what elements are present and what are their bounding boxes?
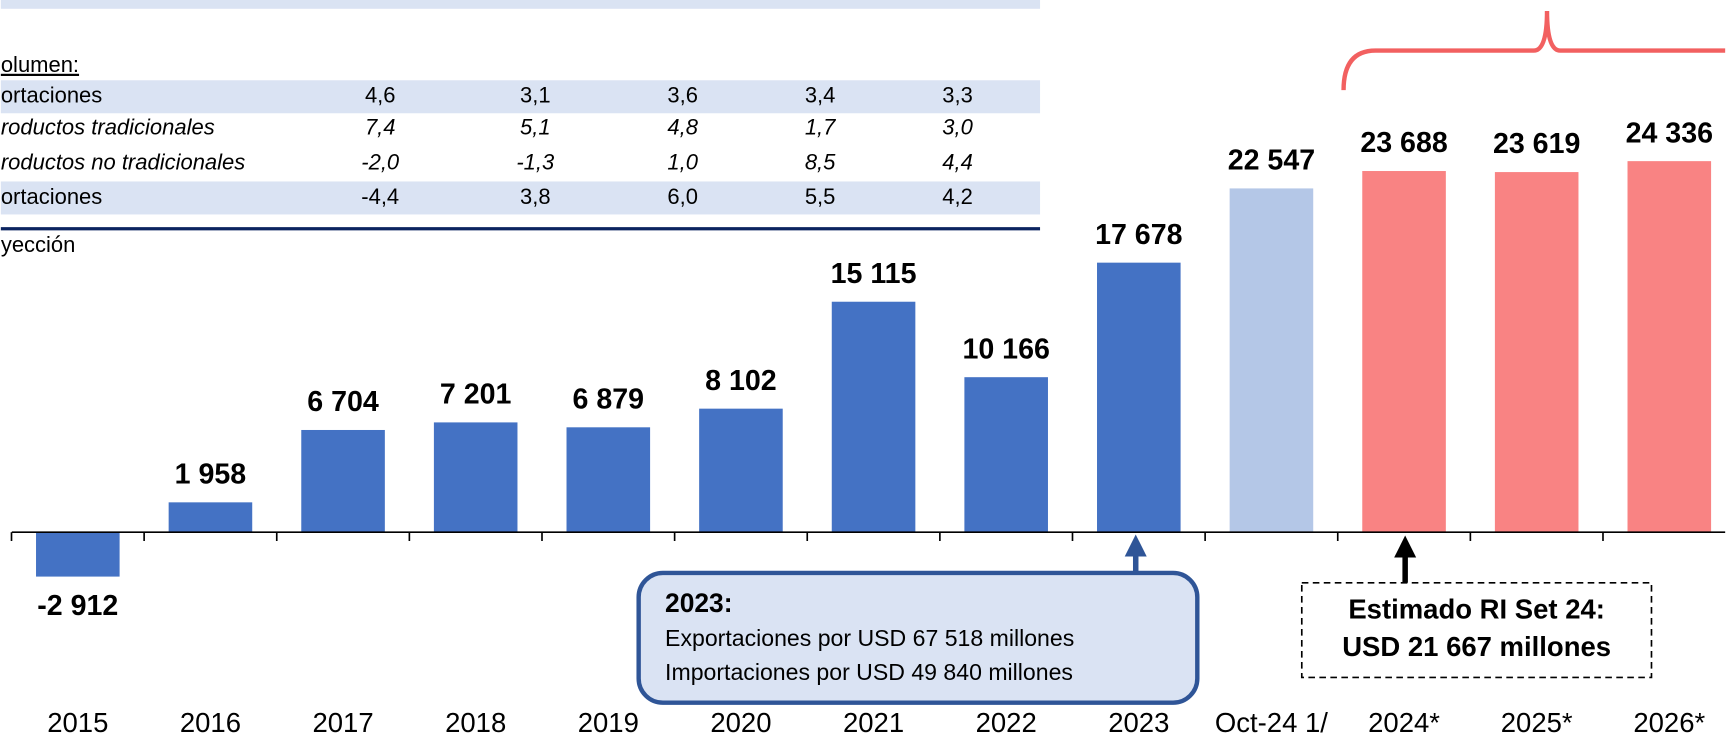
table-cell: 7,4: [365, 114, 396, 139]
annotation-text: Exportaciones por USD 67 518 millones: [665, 625, 1074, 651]
table-cell: 3,4: [805, 83, 836, 108]
x-tick-label: 2025*: [1501, 707, 1573, 738]
estimate-text: Estimado RI Set 24:: [1348, 594, 1605, 625]
value-label: -2 912: [37, 590, 118, 622]
value-label: 1 958: [175, 458, 247, 490]
bar: [168, 502, 253, 533]
arrow-head: [1394, 535, 1417, 558]
table-cell: 3,1: [520, 83, 551, 108]
table-cell: 3,3: [942, 83, 973, 108]
plot: -2 912 2015 1 958 2016 6 704 2017 7 201 2018 6 8…: [10, 117, 1726, 738]
value-label: 15 115: [831, 258, 917, 290]
value-label: 8 102: [705, 365, 777, 397]
bar: [699, 408, 783, 533]
table-cell: -4,4: [361, 184, 399, 209]
arrow-head: [1124, 534, 1147, 557]
bar: [831, 301, 916, 533]
estimate-text: USD 21 667 millones: [1342, 631, 1611, 662]
table-row-label: roductos tradicionales: [1, 114, 215, 139]
table: ortaciones 4,6 3,1 3,6 3,4 3,3 roductos tradic…: [0, 80, 1041, 215]
table-cell: 5,1: [520, 114, 551, 139]
bar: [964, 377, 1048, 533]
brace: [1341, 10, 1726, 91]
bar: [1229, 188, 1314, 533]
table-cell: -2,0: [361, 150, 400, 175]
table-cell: 1,0: [667, 150, 698, 175]
table-cell: 4,4: [942, 150, 973, 175]
value-label: 17 678: [1095, 219, 1183, 251]
table-row-band: [0, 0, 1041, 9]
value-label: 23 619: [1493, 128, 1580, 160]
annotation-title: 2023:: [665, 588, 732, 618]
x-tick-label: 2019: [578, 707, 639, 738]
table-cell: -1,3: [516, 150, 555, 175]
bar: [36, 532, 120, 577]
x-tick-label: 2020: [710, 707, 771, 738]
x-tick-label: 2021: [843, 707, 904, 738]
bar: [433, 422, 518, 533]
x-tick-label: 2015: [47, 707, 108, 738]
value-label: 6 879: [573, 383, 645, 415]
bar: [1097, 262, 1181, 533]
value-label: 6 704: [307, 386, 379, 418]
x-tick-label: 2026*: [1633, 707, 1705, 738]
value-label: 7 201: [440, 379, 512, 411]
table-cell: 3,0: [942, 114, 973, 139]
x-tick-label: 2018: [445, 707, 506, 738]
bar: [301, 429, 385, 533]
table-row-label: ortaciones: [1, 83, 102, 108]
bar: [1627, 161, 1712, 533]
table-section: olumen:: [1, 52, 79, 77]
bar: [1362, 171, 1446, 533]
bar: [566, 427, 651, 533]
estimate-box: [1300, 582, 1653, 679]
table-row-label: roductos no tradicionales: [1, 150, 245, 175]
table-row-label: ortaciones: [1, 184, 102, 209]
table-cell: 8,5: [805, 150, 836, 175]
table-cell: 5,5: [805, 184, 836, 209]
table-cell: 3,8: [520, 184, 551, 209]
x-tick-label: Oct-24 1/: [1215, 707, 1328, 738]
value-label: 24 336: [1626, 117, 1713, 149]
value-label: 22 547: [1228, 145, 1315, 177]
value-label: 10 166: [962, 333, 1049, 365]
x-tick-label: 2024*: [1368, 707, 1440, 738]
footnote: yección: [1, 232, 76, 257]
table-row-band: [0, 80, 1041, 114]
table-row-band: [0, 181, 1041, 215]
table-cell: 4,6: [365, 83, 396, 108]
annotation-text: Importaciones por USD 49 840 millones: [665, 659, 1073, 685]
table-cell: 3,6: [667, 83, 698, 108]
bar: [1494, 172, 1579, 533]
table-cell: 1,7: [805, 114, 836, 139]
table-cell: 6,0: [667, 184, 698, 209]
table-cell: 4,8: [667, 114, 698, 139]
x-tick-label: 2022: [976, 707, 1037, 738]
annotation-box: [636, 570, 1200, 705]
table-cell: 4,2: [942, 184, 973, 209]
x-tick-label: 2023: [1108, 707, 1169, 738]
x-tick-label: 2016: [180, 707, 241, 738]
value-label: 23 688: [1360, 127, 1448, 159]
x-tick-label: 2017: [312, 707, 373, 738]
